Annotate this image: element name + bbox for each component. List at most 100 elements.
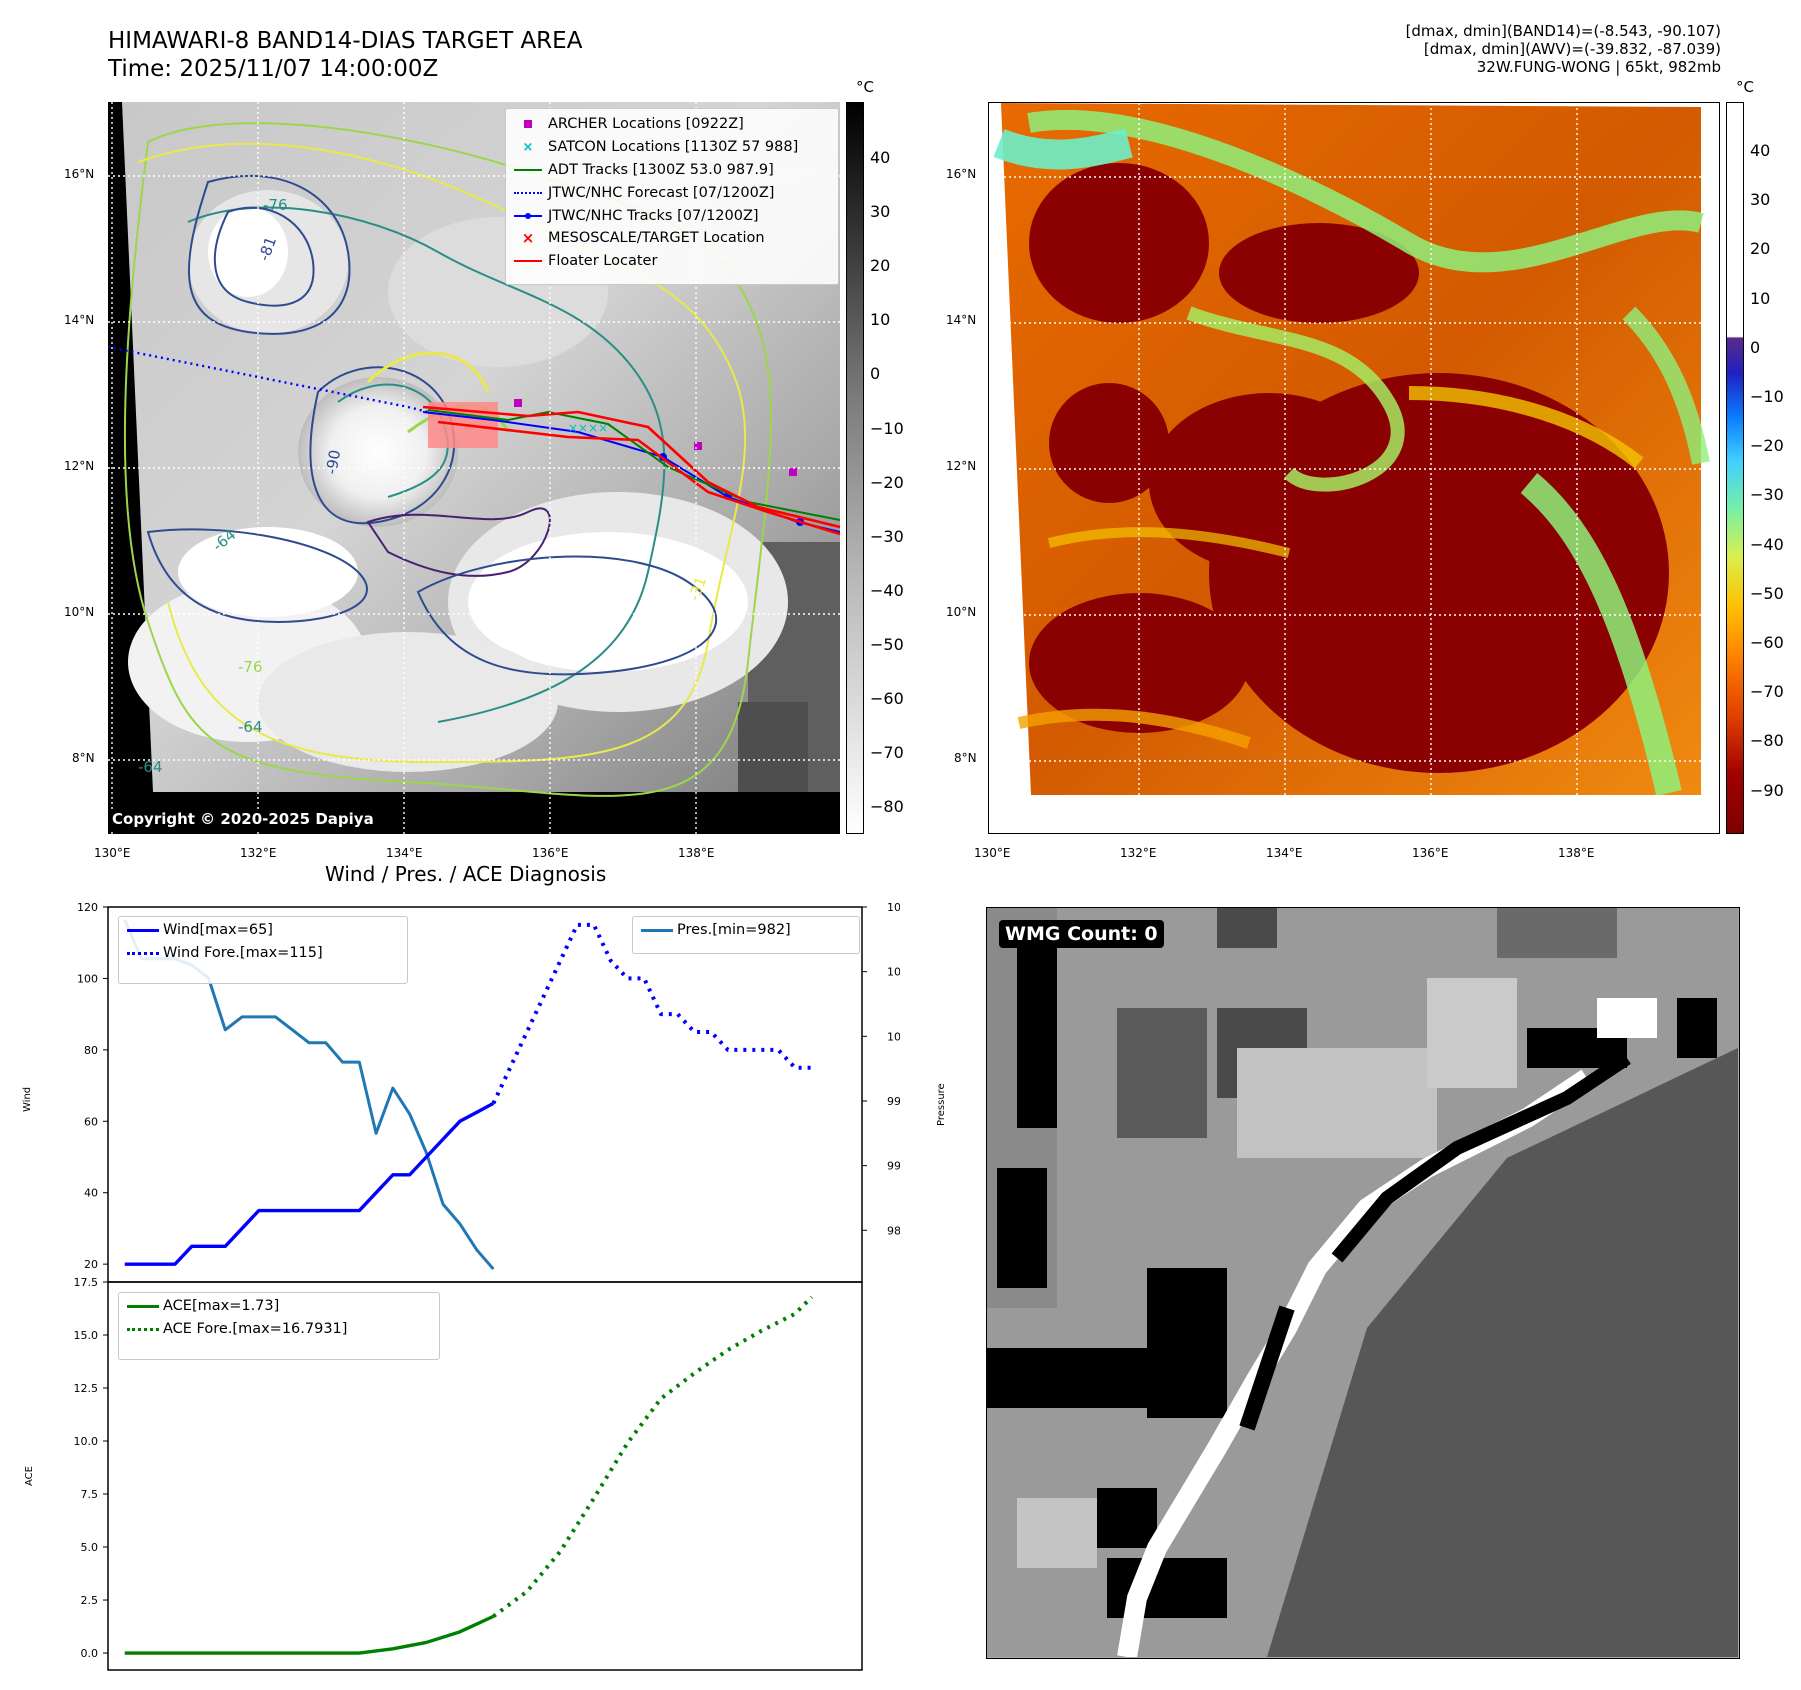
lat-label: 8°N — [954, 751, 977, 765]
square-marker-icon — [508, 116, 548, 132]
band14-map-svg: ×××× -90 -76 -81 -64 -64 -76 -64 -31 — [108, 102, 840, 834]
lon-label: 132°E — [240, 846, 277, 860]
ace-tick-label: 15.0 — [74, 1329, 99, 1342]
wind-tick-label: 20 — [84, 1258, 98, 1271]
lon-label: 134°E — [386, 846, 423, 860]
lon-label: 138°E — [1558, 846, 1595, 860]
legend-item-pressure: Pres.[min=982] — [637, 919, 855, 942]
ace-tick-label: 7.5 — [81, 1488, 99, 1501]
colorbar-tick: −20 — [1750, 436, 1784, 456]
lat-label: 16°N — [64, 167, 95, 181]
wind-tick-label: 40 — [84, 1187, 98, 1200]
legend-item-floater: Floater Locater — [508, 250, 836, 273]
lat-label: 16°N — [946, 167, 977, 181]
legend-item-wind-fore: Wind Fore.[max=115] — [123, 942, 403, 965]
ace-tick-label: 17.5 — [74, 1276, 99, 1289]
colorbar-tick: 0 — [870, 364, 881, 384]
map-legend: ARCHER Locations [0922Z] × SATCON Locati… — [505, 108, 839, 285]
colorbar-tick: −10 — [1750, 387, 1784, 406]
colorbar-tick: 30 — [870, 202, 891, 222]
ace-chart: 0.0 2.5 5.0 7.5 10.0 12.5 15.0 17.5 — [74, 1276, 863, 1671]
colorbar-tick: −80 — [870, 797, 904, 817]
colorbar-tick: −10 — [870, 418, 904, 438]
colorbar-tick: −40 — [1750, 534, 1784, 554]
wind-tick-label: 60 — [84, 1115, 98, 1128]
ace-line — [124, 1614, 495, 1655]
lat-label: 8°N — [72, 751, 95, 765]
wind-tick-label: 120 — [77, 901, 98, 914]
line-icon — [637, 922, 677, 938]
colorbar-tick: −50 — [870, 634, 904, 654]
ace-tick-label: 5.0 — [81, 1541, 99, 1554]
lon-label: 134°E — [1266, 846, 1303, 860]
map-title-line1: HIMAWARI-8 BAND14-DIAS TARGET AREA — [108, 28, 583, 54]
lat-label: 10°N — [64, 605, 95, 619]
colorbar-tick: 0 — [1750, 337, 1761, 357]
colorbar-color-unit: °C — [1736, 78, 1754, 96]
stats-awv: [dmax, dmin](AWV)=(-39.832, -87.039) — [1423, 40, 1721, 58]
colorbar-tick: 20 — [870, 256, 891, 276]
map-title-line2: Time: 2025/11/07 14:00:00Z — [108, 56, 439, 82]
ace-tick-label: 10.0 — [74, 1435, 99, 1448]
dotted-line-icon — [508, 185, 548, 201]
wind-line — [124, 1101, 495, 1266]
wmg-count-badge: WMG Count: 0 — [999, 920, 1164, 948]
contour-label: -76 — [238, 658, 263, 676]
lon-label: 138°E — [678, 846, 715, 860]
colorbar-color — [1726, 102, 1744, 834]
lon-label: 130°E — [974, 846, 1011, 860]
legend-item-ace-fore: ACE Fore.[max=16.7931] — [123, 1318, 435, 1341]
line-icon — [508, 253, 548, 269]
wind-legend: Wind[max=65] Wind Fore.[max=115] — [118, 916, 408, 984]
pressure-tick-label: 990 — [887, 1160, 900, 1173]
stats-storm: 32W.FUNG-WONG | 65kt, 982mb — [1476, 58, 1721, 76]
contour-label: -64 — [138, 758, 163, 776]
ace-legend: ACE[max=1.73] ACE Fore.[max=16.7931] — [118, 1292, 440, 1360]
colorbar-tick: −70 — [1750, 682, 1784, 702]
colorbar-tick: −30 — [1750, 485, 1784, 505]
awv-map — [988, 102, 1720, 834]
lat-label: 14°N — [64, 313, 95, 327]
colorbar-tick: 30 — [1750, 190, 1771, 210]
lon-label: 136°E — [532, 846, 569, 860]
ace-tick-label: 12.5 — [74, 1382, 99, 1395]
ace-plot-frame — [107, 1281, 863, 1671]
dotted-line-icon — [123, 1321, 163, 1337]
line-icon — [123, 922, 163, 938]
wind-tick-label: 80 — [84, 1044, 98, 1057]
awv-map-svg — [989, 103, 1719, 833]
wind-tick-label: 100 — [77, 972, 98, 985]
legend-item-jtwc-forecast: JTWC/NHC Forecast [07/1200Z] — [508, 181, 836, 204]
line-icon — [508, 162, 548, 178]
colorbar-tick: −50 — [1750, 583, 1784, 603]
pressure-ylabel: Pressure — [936, 1083, 947, 1126]
legend-item-ace: ACE[max=1.73] — [123, 1295, 435, 1318]
wmg-panel: WMG Count: 0 — [986, 907, 1740, 1659]
colorbar-tick: 40 — [1750, 141, 1771, 160]
ace-tick-label: 2.5 — [81, 1594, 99, 1607]
stats-block: [dmax, dmin](BAND14)=(-8.543, -90.107) [… — [1406, 22, 1721, 76]
lon-label: 132°E — [1120, 846, 1157, 860]
colorbar-tick: −20 — [870, 472, 904, 492]
colorbar-tick: −40 — [870, 580, 904, 600]
colorbar-tick: −70 — [870, 743, 904, 763]
dotted-line-icon — [123, 945, 163, 961]
lon-label: 136°E — [1412, 846, 1449, 860]
legend-item-mesoscale: × MESOSCALE/TARGET Location — [508, 227, 836, 250]
contour-label: -76 — [263, 196, 288, 214]
contour-label: -90 — [322, 448, 344, 475]
colorbar-tick: 10 — [870, 310, 891, 330]
colorbar-tick: 20 — [1750, 239, 1771, 259]
pressure-tick-label: 1000 — [887, 1030, 900, 1043]
pressure-tick-label: 1005 — [887, 966, 900, 979]
colorbar-tick: 10 — [1750, 288, 1771, 308]
colorbar-tick: −30 — [870, 526, 904, 546]
copyright-label: Copyright © 2020-2025 Dapiya — [108, 809, 378, 829]
stats-band14: [dmax, dmin](BAND14)=(-8.543, -90.107) — [1405, 22, 1721, 40]
lat-label: 12°N — [946, 459, 977, 473]
line-dot-icon — [508, 208, 548, 224]
colorbar-tick: −80 — [1750, 731, 1784, 751]
lat-label: 12°N — [64, 459, 95, 473]
pressure-tick-label: 985 — [887, 1224, 900, 1237]
